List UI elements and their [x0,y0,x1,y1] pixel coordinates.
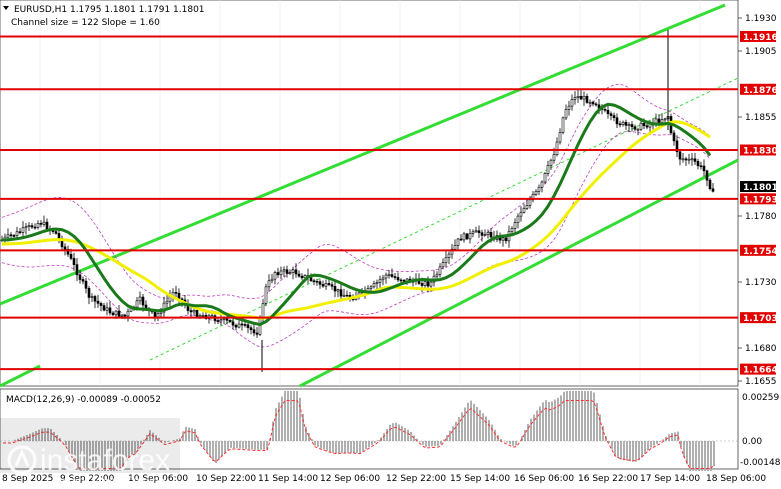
price-tick-label: 1.1730 [745,278,777,288]
channel-upper-line [0,3,726,306]
price-tick-label: 1.1905 [745,47,777,57]
channel-lower-line [299,158,739,388]
level-label-bg [740,312,776,324]
watermark: instaforex Instant Forex Trading [0,418,180,488]
time-tick-label: 11 Sep 14:00 [258,474,318,484]
level-label: 1.1876 [743,86,778,96]
time-tick-label: 10 Sep 22:00 [196,474,256,484]
time-tick-label: 9 Sep 22:00 [60,474,115,484]
level-label-bg [740,193,776,205]
macd-histogram [14,391,715,471]
grid [39,0,701,386]
time-tick-label: 17 Sep 14:00 [640,474,700,484]
level-label-bg [740,30,776,42]
level-label-bg [740,363,776,375]
watermark-brand: instaforex [40,444,170,477]
chevron-down-icon[interactable] [3,6,9,10]
moving-average-fast [1,102,712,327]
envelope-upper [1,83,711,299]
macd-signal-line [3,400,715,469]
time-tick-label: 16 Sep 06:00 [514,474,574,484]
moving-average-slow [1,120,711,320]
time-tick-label: 12 Sep 06:00 [320,474,380,484]
price-tick-label: 1.1855 [745,113,777,123]
price-tick-label: 1.1930 [745,14,777,24]
chart-header: EURUSD,H1 1.1795 1.1801 1.1791 1.1801 Ch… [3,5,205,28]
current-price-marker: 1.1801 [740,181,778,193]
channel-mid-line [149,77,739,361]
macd-label: MACD(12,26,9) -0.00089 -0.00052 [6,395,161,405]
level-label: 1.1664 [743,366,778,376]
price-axis: 1.1930 1.1905 1.1855 1.1780 1.1730 1.1680 1.16… [738,14,777,387]
level-label-bg [740,144,776,156]
price-pane-frame [0,0,739,387]
time-tick-label: 15 Sep 14:00 [450,474,510,484]
level-label: 1.1916 [743,33,778,43]
level-label: 1.1754 [743,247,778,257]
watermark-tagline: Instant Forex Trading [52,474,165,488]
time-tick-label: 10 Sep 06:00 [128,474,188,484]
time-tick-label: 16 Sep 22:00 [578,474,638,484]
price-tick-label: 1.1655 [745,377,777,387]
level-label: 1.1703 [743,314,778,324]
current-price-label: 1.1801 [743,183,778,193]
time-tick-label: 18 Sep 06:00 [706,474,766,484]
price-tick-label: 1.1680 [745,344,777,354]
time-tick-label: 8 Sep 2025 [2,474,53,484]
macd-axis-zero: 0.00 [742,437,762,447]
instaforex-logo-icon [7,445,37,475]
time-axis: 8 Sep 2025 9 Sep 22:00 10 Sep 06:00 10 Sep … [2,474,766,484]
level-label: 1.1793 [743,195,778,205]
level-label: 1.1830 [743,147,778,157]
symbol-line: EURUSD,H1 1.1795 1.1801 1.1791 1.1801 [14,5,205,15]
level-label-bg [740,244,776,256]
channel-info: Channel size = 122 Slope = 1.60 [11,18,160,28]
price-tick-label: 1.1780 [745,212,777,222]
time-tick-label: 12 Sep 22:00 [386,474,446,484]
macd-axis: 0.00259 0.00 -0.00148 [740,393,781,468]
macd-axis-bottom: -0.00148 [740,458,781,468]
candlesticks [0,30,715,372]
level-label-bg [740,83,776,95]
macd-axis-top: 0.00259 [742,393,779,403]
level-lines: 1.1916 1.1876 1.1830 1.1793 1.1754 1.1703 1.16… [0,30,778,376]
